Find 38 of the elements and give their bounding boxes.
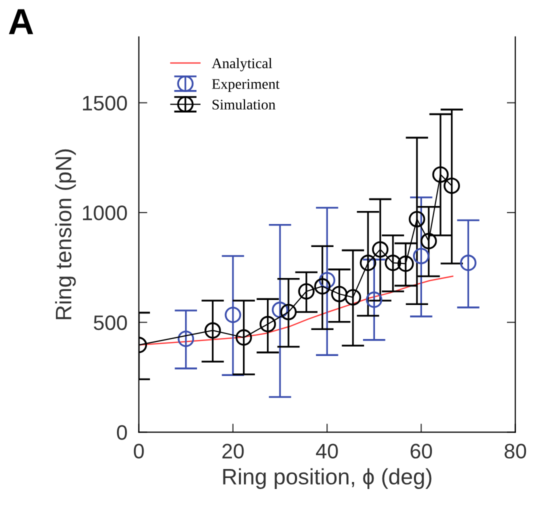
- point: [298, 283, 315, 300]
- y-tick-label: 1000: [82, 206, 127, 220]
- point: [412, 248, 430, 264]
- legend-label: Simulation: [212, 99, 276, 110]
- y-tick-label: 1500: [82, 96, 127, 111]
- y-tick-label: 500: [94, 315, 127, 330]
- point: [331, 286, 348, 302]
- x-tick-label: 0: [134, 444, 144, 459]
- y-tick-label: 0: [116, 425, 127, 440]
- x-tick-label: 20: [222, 444, 244, 459]
- point: [314, 278, 331, 295]
- y-axis-title: Ring tension (pN): [55, 149, 76, 320]
- point: [224, 306, 242, 324]
- legend-label: Experiment: [212, 79, 280, 92]
- point: [272, 302, 288, 318]
- legend-label: Analytical: [212, 58, 272, 72]
- x-tick-label: 40: [316, 444, 338, 459]
- point: [360, 254, 376, 272]
- point: [372, 241, 388, 258]
- point: [408, 210, 426, 228]
- point: [460, 254, 476, 272]
- point: [260, 316, 276, 332]
- point: [397, 256, 414, 272]
- x-tick-label: 60: [410, 444, 432, 459]
- x-tick-label: 80: [504, 444, 526, 459]
- text: A: [8, 9, 34, 34]
- point: [444, 178, 460, 194]
- x-axis-title: Ring position, ϕ (deg): [223, 468, 432, 489]
- point: [204, 322, 221, 339]
- point: [178, 330, 194, 348]
- point: [318, 272, 336, 288]
- point: [384, 254, 402, 272]
- point: [236, 329, 252, 346]
- point: [420, 232, 437, 250]
- point: [280, 304, 297, 320]
- point: [344, 289, 362, 306]
- point: [366, 292, 382, 308]
- point: [432, 166, 449, 183]
